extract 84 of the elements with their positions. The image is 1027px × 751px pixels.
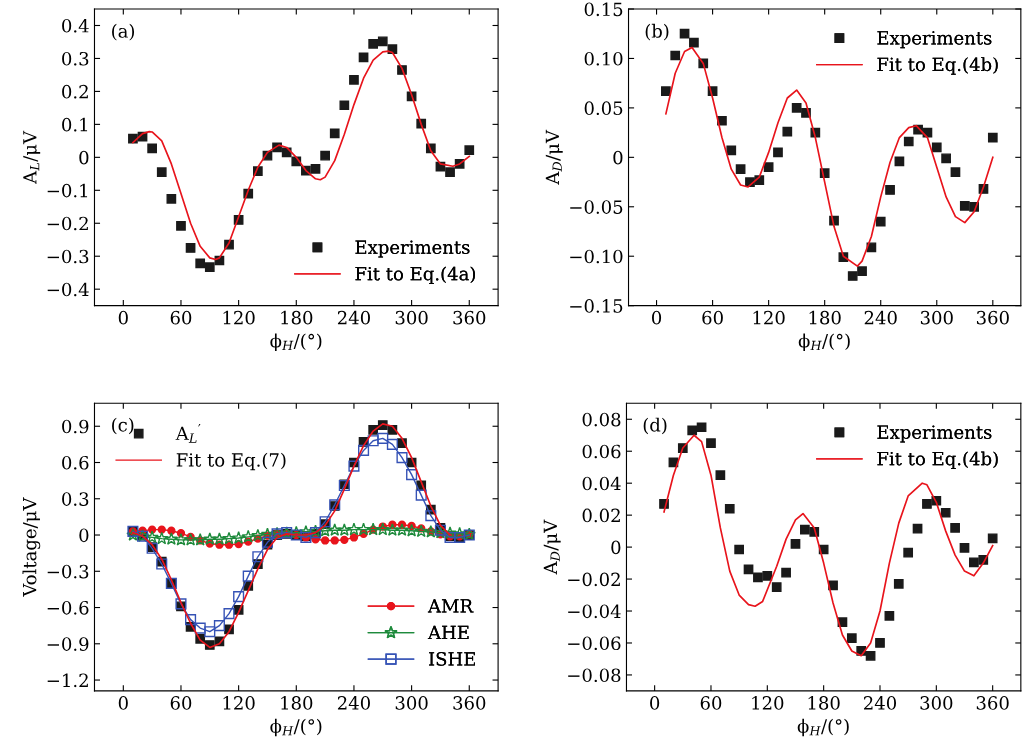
x-tick-label: 360: [976, 696, 1009, 710]
y-tick-label: 0: [79, 150, 89, 165]
y-tick-label: −0.9: [47, 637, 89, 651]
x-tick-label: 180: [281, 310, 313, 325]
y-tick-label: −0.6: [47, 600, 89, 615]
x-tick-label: 360: [976, 310, 1009, 325]
x-tick-label: 240: [863, 696, 897, 710]
x-tick-label: 120: [223, 696, 255, 710]
legend-label: Fit to Eq.(4a): [355, 266, 475, 284]
legend-label: Experiments: [355, 240, 470, 258]
legend-label: Fit to Eq.(7): [176, 452, 286, 471]
x-axis-title: ϕ$_{H}$/(°): [797, 718, 849, 737]
x-tick-label: 300: [920, 310, 953, 325]
x-tick-label: 300: [395, 696, 428, 710]
legend-label: Fit to Eq.(4b): [877, 451, 998, 469]
y-tick-label: −0.06: [568, 636, 621, 651]
legend-label: ISHE: [429, 652, 475, 666]
x-tick-label: 240: [337, 310, 370, 325]
y-tick-label: 0.02: [582, 508, 620, 523]
x-tick-label: 0: [651, 310, 662, 325]
x-tick-label: 300: [395, 310, 428, 325]
y-tick-label: 0: [79, 528, 89, 543]
legend-label: Fit to Eq.(4b): [877, 57, 998, 75]
x-axis-title: ϕ$_{H}$/(°): [270, 333, 322, 352]
y-tick-label: −0.3: [47, 564, 89, 579]
y-tick-label: −0.04: [568, 604, 621, 619]
legend-label: Experiments: [877, 31, 992, 49]
x-tick-label: 360: [453, 310, 486, 325]
x-tick-label: 120: [752, 696, 784, 710]
x-tick-label: 60: [700, 696, 722, 710]
x-tick-label: 60: [702, 310, 723, 325]
y-tick-label: 0: [611, 540, 621, 555]
x-tick-label: 120: [223, 310, 255, 325]
y-axis-title: Voltage/μV: [22, 497, 41, 597]
y-tick-label: 0.1: [62, 117, 88, 132]
y-axis-title: A$_{L}$/μV: [23, 130, 41, 184]
y-tick-label: −0.05: [570, 200, 623, 214]
annotation: (d): [643, 417, 667, 435]
y-tick-label: −0.02: [568, 572, 620, 587]
y-tick-label: −0.10: [570, 249, 623, 264]
annotation: (b): [645, 23, 669, 41]
legend-label: A$_{L}$$^{′}$: [175, 424, 201, 443]
y-tick-label: −0.4: [47, 282, 89, 297]
y-tick-label: 0.08: [582, 412, 621, 427]
x-tick-label: 240: [337, 696, 370, 710]
y-tick-label: 0.4: [62, 18, 89, 33]
legend-label: AHE: [427, 625, 469, 639]
y-tick-label: 0.9: [62, 419, 89, 434]
x-tick-label: 180: [808, 696, 840, 710]
y-tick-label: −1.2: [47, 673, 88, 688]
y-tick-label: 0.3: [62, 492, 89, 506]
legend-label: AMR: [427, 599, 474, 613]
x-tick-label: 360: [453, 696, 486, 710]
x-tick-label: 0: [118, 696, 128, 710]
annotation: (a): [112, 23, 135, 41]
y-tick-label: −0.2: [47, 216, 88, 231]
annotation: (c): [112, 417, 134, 435]
x-tick-label: 0: [650, 696, 660, 710]
x-tick-label: 180: [281, 696, 313, 710]
x-tick-label: 120: [753, 310, 785, 325]
y-tick-label: 0.06: [582, 444, 621, 459]
y-tick-label: −0.15: [570, 299, 623, 313]
y-tick-label: 0.04: [582, 476, 621, 491]
x-tick-label: 0: [118, 310, 128, 325]
y-tick-label: 0.3: [62, 51, 89, 66]
y-tick-label: −0.08: [568, 668, 621, 683]
y-tick-label: 0.05: [584, 101, 623, 116]
y-tick-label: 0: [613, 150, 623, 165]
y-tick-label: 0.15: [584, 2, 623, 17]
y-tick-label: 0.2: [62, 84, 88, 99]
x-tick-label: 180: [809, 310, 841, 325]
y-tick-label: −0.3: [47, 249, 89, 264]
y-axis-title: A$_{D}$/μV: [545, 129, 563, 185]
x-tick-label: 60: [170, 310, 192, 325]
y-tick-label: −0.1: [47, 183, 88, 198]
x-tick-label: 60: [170, 696, 192, 710]
x-tick-label: 240: [864, 310, 897, 325]
y-axis-title: A$_{D}$/μV: [543, 519, 561, 575]
y-tick-label: 0.6: [62, 455, 89, 470]
x-axis-title: ϕ$_{H}$/(°): [270, 718, 322, 737]
y-tick-label: 0.10: [584, 51, 623, 66]
x-tick-label: 300: [920, 696, 953, 710]
legend-label: Experiments: [877, 425, 992, 443]
x-axis-title: ϕ$_{H}$/(°): [798, 333, 850, 352]
